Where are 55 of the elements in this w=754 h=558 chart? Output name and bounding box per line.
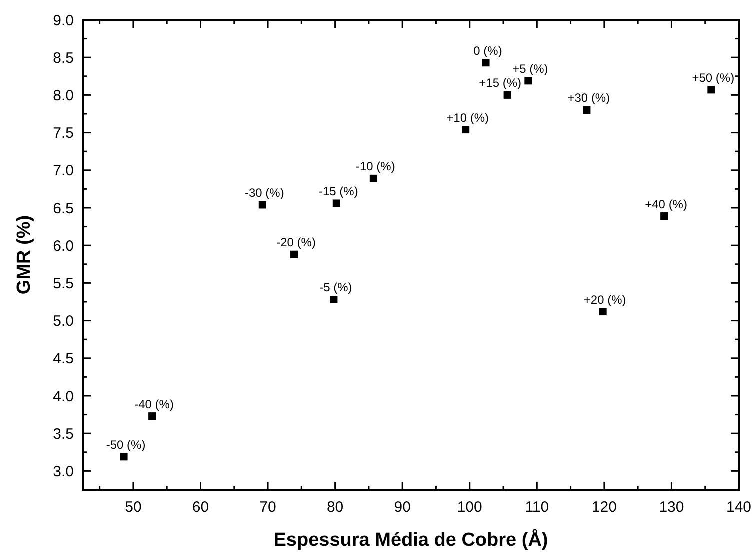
point (370, 174, 378, 182)
y-axis-title: GMR (%) (14, 215, 35, 295)
y-tick-label: 7.0 (53, 162, 74, 180)
annotation: +20 (%) (584, 292, 626, 307)
x-tick-label: 140 (726, 499, 752, 516)
x-tick-label: 50 (125, 499, 142, 516)
annotation: +15 (%) (479, 76, 522, 90)
x-axis-title: Espessura Média de Cobre (Å) (274, 529, 548, 551)
point (524, 77, 532, 85)
annotation: +5 (%) (512, 62, 548, 76)
point (599, 308, 607, 316)
point (332, 200, 340, 208)
x-tick-label: 60 (192, 499, 210, 516)
annotation: +50 (%) (692, 70, 735, 85)
y-tick-label: 6.0 (53, 238, 74, 255)
y-tick-label: 7.5 (53, 125, 74, 142)
x-tick-label: 90 (394, 499, 411, 516)
point (120, 453, 128, 461)
x-tick-label: 120 (592, 499, 617, 516)
point (482, 59, 490, 67)
annotation: +40 (%) (645, 197, 688, 212)
point (708, 86, 716, 94)
point (660, 212, 668, 220)
annotation: -40 (%) (134, 397, 174, 412)
annotation: 0 (%) (474, 44, 502, 58)
point (148, 412, 156, 420)
point (583, 106, 591, 114)
y-tick-label: 5.5 (53, 275, 74, 292)
point (330, 296, 338, 304)
y-tick-label: 5.0 (53, 313, 74, 330)
x-tick-label: 80 (326, 499, 344, 516)
point (504, 91, 512, 99)
x-tick-label: 130 (659, 499, 684, 516)
annotation: -50 (%) (106, 438, 146, 452)
y-tick-label: 4.5 (53, 350, 74, 368)
x-tick-label: 110 (525, 499, 550, 516)
point (290, 250, 298, 258)
annotation: -10 (%) (356, 160, 396, 174)
y-tick-label: 9.0 (53, 12, 74, 30)
annotation: -15 (%) (318, 184, 358, 198)
y-tick-label: 8.0 (53, 87, 74, 104)
annotation: -5 (%) (320, 280, 352, 295)
y-tick-label: 3.0 (53, 463, 74, 480)
y-tick-label: 8.5 (53, 50, 74, 67)
annotation: -30 (%) (244, 186, 284, 200)
x-tick-label: 70 (260, 499, 276, 516)
y-tick-label: 6.5 (53, 200, 74, 218)
x-tick-label: 100 (457, 499, 482, 516)
annotation: +10 (%) (446, 110, 490, 125)
point (462, 126, 470, 134)
annotation: -20 (%) (276, 236, 316, 250)
y-tick-label: 4.0 (53, 388, 74, 406)
y-tick-label: 3.5 (53, 426, 74, 443)
annotation: +30 (%) (568, 91, 610, 106)
point (258, 201, 266, 209)
